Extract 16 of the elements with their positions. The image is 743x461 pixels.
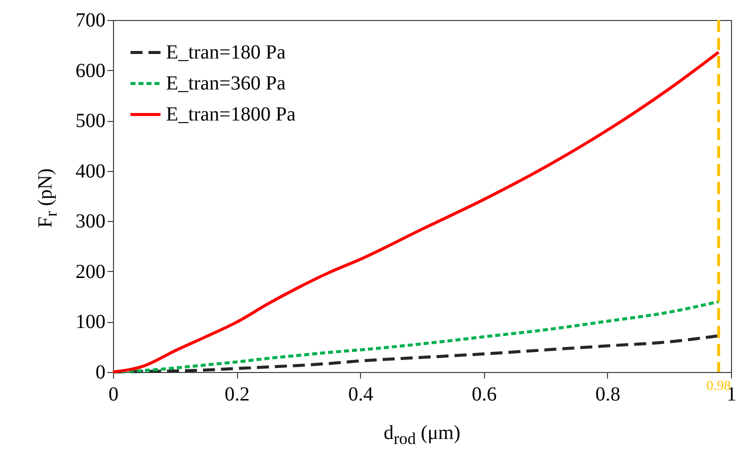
legend-label: E_tran=180 Pa (166, 42, 286, 64)
y-tick-label: 300 (76, 210, 106, 233)
x-tick-label: 0.8 (595, 384, 620, 406)
y-tick-label: 400 (76, 160, 106, 182)
y-tick-label: 200 (76, 260, 106, 283)
y-tick-label: 100 (76, 311, 106, 334)
x-tick-label: 0.6 (472, 384, 497, 406)
x-axis-title: d$_{rod}$ (μm) (382, 422, 462, 449)
x-tick-label: 0.4 (348, 384, 374, 406)
legend-label: E_tran=1800 Pa (166, 104, 296, 126)
y-tick-label: 500 (76, 110, 106, 132)
x-tick-label: 0.2 (224, 384, 250, 406)
y-tick-label: 600 (76, 60, 106, 82)
legend-label: E_tran=360 Pa (166, 72, 286, 94)
y-tick-label: 0 (96, 362, 106, 384)
y-tick-label: 700 (76, 10, 106, 32)
